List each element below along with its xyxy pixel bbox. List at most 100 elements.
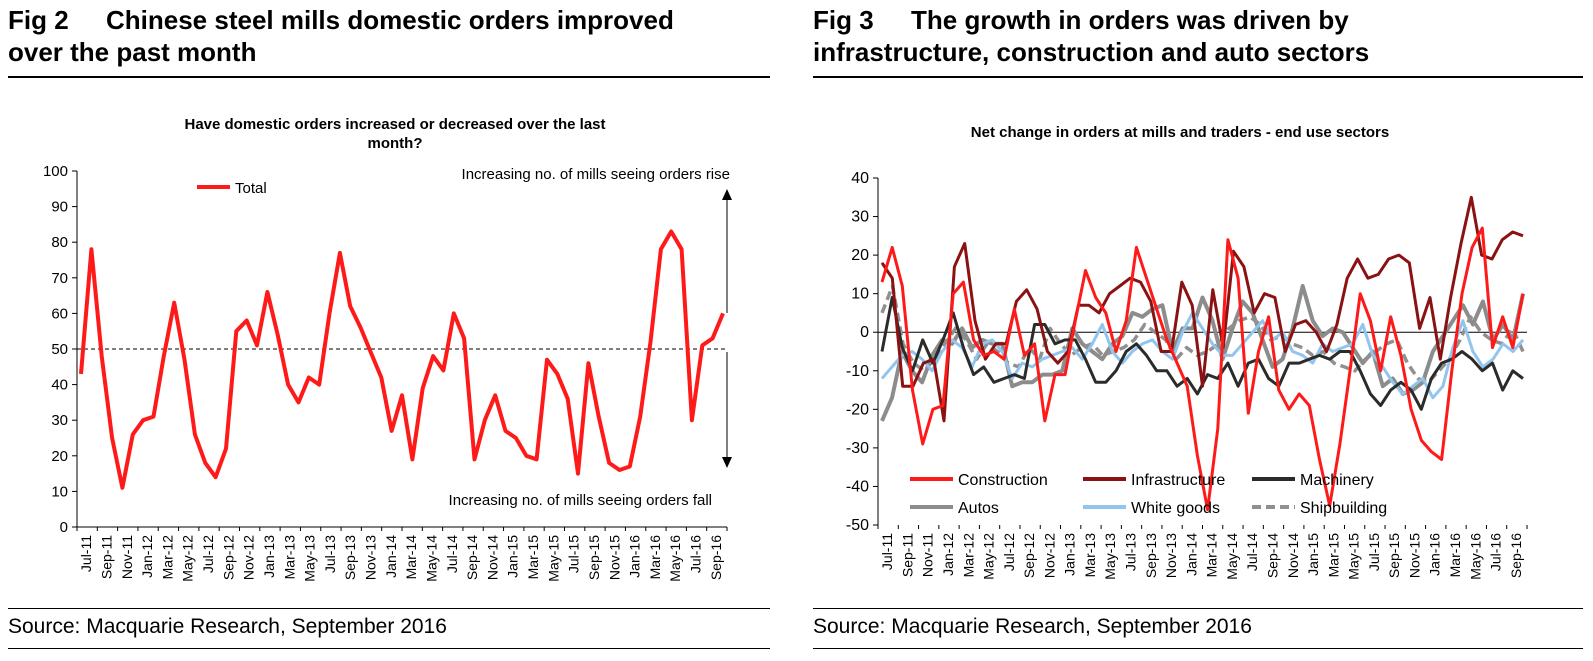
chart-2-x-tick-label: Nov-13: [1163, 533, 1179, 578]
figure-2-title-line2: over the past month: [8, 37, 257, 67]
chart-1-x-tick-label: May-14: [423, 535, 439, 582]
chart-1-y-tick-label: 40: [51, 377, 68, 394]
chart-2-x-tick-label: Mar-16: [1447, 533, 1463, 578]
chart-2-series-white-goods-line: [880, 311, 1525, 400]
chart-2-x-tick-label: Jul-15: [1366, 533, 1382, 571]
chart-1-x-tick-label: May-15: [545, 535, 561, 582]
chart-2-x-tick-label: Sep-11: [899, 533, 915, 577]
figure-2-bottom-rule: [8, 648, 770, 649]
chart-2-x-tick-label: May-16: [1467, 533, 1483, 580]
chart-2-x-tick-label: Jul-13: [1123, 533, 1139, 571]
chart-1-x-tick-label: Sep-12: [220, 535, 236, 580]
chart-1-x-tick-label: Jul-14: [444, 535, 460, 573]
chart-2-y-tick-label: -10: [846, 363, 869, 380]
chart-2-x-tick-label: Mar-12: [960, 533, 976, 578]
figure-2-source: Source: Macquarie Research, September 20…: [8, 615, 447, 638]
chart-1-y-tick-label: 100: [43, 163, 68, 180]
chart-2-x-tick-label: May-15: [1346, 533, 1362, 580]
chart-2-y-tick-label: 40: [851, 170, 869, 187]
chart-2-x-tick-label: May-14: [1224, 533, 1240, 580]
chart-1-x-tick-label: Jul-11: [78, 535, 94, 572]
chart-2-x-tick-label: Mar-14: [1204, 533, 1220, 578]
chart-1-x-tick-label: Jan-16: [627, 535, 643, 578]
chart-1-x-tick-label: Mar-14: [403, 535, 419, 580]
chart-2-y-tick-label: -50: [846, 517, 869, 534]
chart-2-x-tick-label: Sep-14: [1264, 533, 1280, 578]
chart-1-x-tick-label: Sep-14: [464, 535, 480, 580]
figure-3-title-line1: The growth in orders was driven by: [911, 5, 1349, 35]
chart-2-y-tick-label: 20: [851, 247, 869, 264]
figure-3-panel: Fig 3 The growth in orders was driven by …: [805, 0, 1593, 661]
figure-2-title-line1: Chinese steel mills domestic orders impr…: [106, 5, 674, 35]
chart-1-y-axis: 0 10 20 30 40 50 60 70 80 90 100: [43, 163, 78, 536]
figure-3-title: Fig 3 The growth in orders was driven by …: [813, 4, 1369, 68]
chart-1-x-tick-label: Jul-12: [200, 535, 216, 573]
chart-2-x-tick-label: Jan-16: [1427, 533, 1443, 576]
chart-1-x-tick-label: Mar-13: [281, 535, 297, 580]
chart-2-legend-label-autos: Autos: [958, 500, 999, 517]
chart-1-x-tick-label: Nov-12: [241, 535, 257, 580]
figure-3-bottom-rule: [813, 648, 1583, 649]
chart-1-x-tick-label: Sep-15: [586, 535, 602, 580]
chart-2-x-tick-label: Nov-15: [1406, 533, 1422, 578]
figure-3-chart: Net change in orders at mills and trader…: [846, 124, 1528, 580]
chart-2-series-construction-line: [880, 226, 1525, 512]
chart-1-x-tick-label: Jan-12: [139, 535, 155, 578]
chart-2-x-tick-label: Jul-16: [1488, 533, 1504, 571]
chart-1-y-tick-label: 30: [51, 412, 68, 429]
chart-1-x-tick-label: Nov-14: [484, 535, 500, 580]
chart-2-x-tick-label: Sep-15: [1386, 533, 1402, 578]
chart-2-x-tick-label: Jan-15: [1305, 533, 1321, 576]
chart-1-x-axis: Jul-11 Sep-11 Nov-11 Jan-12 Mar-12 May-12 Jul-…: [76, 526, 728, 582]
chart-2-legend-label-machinery: Machinery: [1300, 472, 1374, 489]
chart-1-x-tick-label: Nov-11: [119, 535, 135, 579]
chart-1-x-tick-label: Sep-13: [342, 535, 358, 580]
figure-3-title-line2: infrastructure, construction and auto se…: [813, 37, 1370, 67]
chart-1-y-tick-label: 70: [51, 270, 68, 287]
chart-1-x-tick-label: Sep-16: [708, 535, 724, 580]
chart-1-x-tick-label: Jul-16: [688, 535, 704, 573]
chart-2-x-axis: Jul-11 Sep-11 Nov-11 Jan-12 Mar-12 May-12 Jul-…: [877, 331, 1528, 580]
figure-2-panel: Fig 2 Chinese steel mills domestic orders…: [0, 0, 780, 661]
chart-1-x-tick-label: Mar-12: [159, 535, 175, 580]
chart-1-x-tick-label: Jan-14: [383, 535, 399, 578]
chart-2-x-tick-label: Nov-12: [1041, 533, 1057, 578]
chart-2-x-tick-label: Sep-13: [1143, 533, 1159, 578]
chart-1-legend-label-total: Total: [235, 180, 267, 197]
chart-2-y-tick-label: 10: [851, 286, 869, 303]
chart-1-y-tick-label: 90: [51, 199, 68, 216]
chart-1-x-tick-label: Jul-15: [566, 535, 582, 573]
chart-2-x-tick-label: Jan-13: [1062, 533, 1078, 576]
chart-1-arrow-up: [722, 189, 732, 313]
chart-1-x-tick-label: Jul-13: [322, 535, 338, 573]
chart-1-x-tick-label: Sep-11: [98, 535, 114, 579]
chart-1-x-tick-label: May-13: [302, 535, 318, 582]
chart-1-x-tick-label: Mar-16: [647, 535, 663, 580]
figure-2-top-rule: [8, 76, 770, 78]
chart-2-x-tick-label: Jul-14: [1244, 533, 1260, 571]
chart-2-x-tick-label: Jan-14: [1183, 533, 1199, 576]
figure-2-number: Fig 2: [8, 5, 69, 35]
chart-1-y-tick-label: 80: [51, 234, 68, 251]
chart-2-title: Net change in orders at mills and trader…: [971, 124, 1389, 141]
figure-2-title: Fig 2 Chinese steel mills domestic orders…: [8, 4, 674, 68]
chart-2-series-shipbuilding-line: [880, 284, 1525, 385]
chart-1-y-tick-label: 50: [51, 341, 68, 358]
chart-2-x-tick-label: Nov-14: [1285, 533, 1301, 578]
chart-2-x-tick-label: Mar-13: [1082, 533, 1098, 578]
chart-2-x-tick-label: Jul-11: [879, 533, 895, 570]
figure-3-number: Fig 3: [813, 5, 874, 35]
chart-1-y-tick-label: 10: [51, 483, 68, 500]
figure-2-chart: Have domestic orders increased or decrea…: [43, 116, 732, 582]
chart-2-y-axis: -50 -40 -30 -20 -10 0 10 20 30 40: [846, 170, 879, 534]
figure-3-top-rule: [813, 76, 1583, 78]
chart-2-x-tick-label: Mar-15: [1325, 533, 1341, 578]
chart-2-x-tick-label: Nov-11: [920, 533, 936, 577]
chart-1-arrow-down: [722, 352, 732, 468]
chart-2-y-tick-label: -30: [846, 440, 869, 457]
figure-2-source-rule: [8, 608, 770, 609]
chart-1-x-tick-label: May-12: [180, 535, 196, 582]
chart-2-y-tick-label: -20: [846, 401, 869, 418]
chart-1-x-tick-label: Jan-15: [505, 535, 521, 578]
chart-1-x-tick-label: Nov-13: [363, 535, 379, 580]
